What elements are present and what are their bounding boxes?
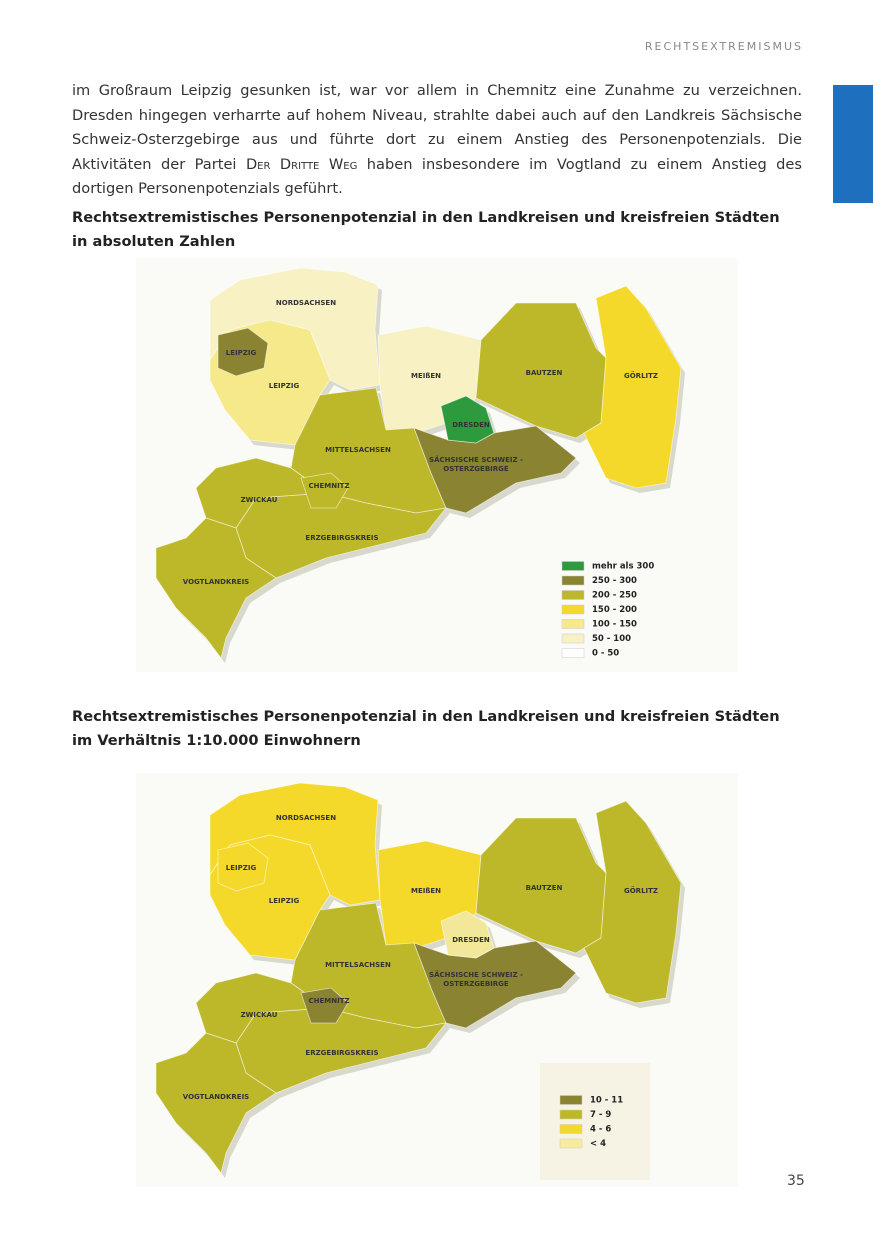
page-number: 35 xyxy=(787,1173,805,1189)
region-label: SÄCHSISCHE SCHWEIZ - xyxy=(429,455,523,464)
title-line: Rechtsextremistisches Personenpotenzial … xyxy=(72,708,780,725)
legend-swatch xyxy=(561,590,585,600)
map-title: Rechtsextremistisches Personenpotenzial … xyxy=(72,206,792,254)
legend-label: 100 - 150 xyxy=(592,620,637,630)
section-tab xyxy=(833,85,873,203)
region-label: SÄCHSISCHE SCHWEIZ - xyxy=(429,970,523,979)
region xyxy=(583,285,682,489)
legend-label: 250 - 300 xyxy=(592,576,637,586)
legend-swatch xyxy=(561,633,585,644)
legend-label: < 4 xyxy=(590,1139,606,1149)
region-label: LEIPZIG xyxy=(226,864,257,872)
region-label: ZWICKAU xyxy=(241,1011,278,1019)
region xyxy=(155,1032,277,1174)
legend-swatch xyxy=(559,1095,583,1105)
legend-label: 50 - 100 xyxy=(592,634,631,644)
section-header: RECHTSEXTREMISMUS xyxy=(644,40,803,53)
title-line: im Verhältnis 1:10.000 Einwohnern xyxy=(72,732,361,749)
region-label: MEIßEN xyxy=(411,887,441,895)
region xyxy=(217,842,269,892)
region-label: CHEMNITZ xyxy=(308,482,349,490)
text: haben insbesondere im Vogtland zu einem … xyxy=(72,155,803,198)
region-label: OSTERZGEBIRGE xyxy=(443,980,509,988)
region-label: DRESDEN xyxy=(452,936,490,944)
region xyxy=(155,517,277,659)
region-label: DRESDEN xyxy=(452,421,490,429)
legend-swatch xyxy=(561,575,585,586)
legend-swatch xyxy=(559,1124,583,1134)
region-label: NORDSACHSEN xyxy=(276,299,336,307)
legend-label: 4 - 6 xyxy=(590,1125,611,1135)
text: im Großraum Leipzig gesunken ist, war vo… xyxy=(72,82,802,173)
title-line: Rechtsextremistisches Personenpotenzial … xyxy=(72,209,780,226)
region-label: VOGTLANDKREIS xyxy=(183,1093,249,1101)
legend-swatch xyxy=(559,1138,583,1149)
region-label: ERZGEBIRGSKREIS xyxy=(305,534,378,542)
map: NORDSACHSEN LEIPZIG LEIPZIG MEIßEN BAUTZEN GÖ… xyxy=(136,258,738,672)
region-label: GÖRLITZ xyxy=(624,371,658,380)
legend-label: 0 - 50 xyxy=(592,649,619,659)
region-label: CHEMNITZ xyxy=(308,997,349,1005)
region-label: LEIPZIG xyxy=(269,897,300,905)
map: NORDSACHSEN LEIPZIG LEIPZIG MEIßEN BAUTZEN GÖ… xyxy=(136,773,738,1187)
region xyxy=(217,327,269,377)
legend-label: 150 - 200 xyxy=(592,605,637,615)
legend-swatch xyxy=(559,1109,583,1120)
legend-swatch xyxy=(561,604,585,615)
region-label: GÖRLITZ xyxy=(624,886,658,895)
region xyxy=(195,972,328,1044)
region-label: BAUTZEN xyxy=(526,369,563,377)
region xyxy=(583,800,682,1004)
legend-swatch xyxy=(561,561,585,571)
region-label: MITTELSACHSEN xyxy=(325,961,391,969)
legend-swatch xyxy=(561,619,585,629)
region-label: NORDSACHSEN xyxy=(276,814,336,822)
region-label: ZWICKAU xyxy=(241,496,278,504)
legend-label: 10 - 11 xyxy=(590,1096,623,1106)
region-label: MITTELSACHSEN xyxy=(325,446,391,454)
paragraph: im Großraum Leipzig gesunken ist, war vo… xyxy=(72,79,802,202)
legend-box xyxy=(540,1063,650,1180)
legend-label: 7 - 9 xyxy=(590,1110,611,1120)
region-label: BAUTZEN xyxy=(526,884,563,892)
region-label: OSTERZGEBIRGE xyxy=(443,465,509,473)
title-line: in absoluten Zahlen xyxy=(72,233,236,250)
region xyxy=(195,457,328,529)
party-name: Der Dritte Weg xyxy=(245,155,358,173)
region xyxy=(300,472,349,509)
region-label: ERZGEBIRGSKREIS xyxy=(305,1049,378,1057)
region xyxy=(300,987,349,1024)
region-label: LEIPZIG xyxy=(269,382,300,390)
region-label: VOGTLANDKREIS xyxy=(183,578,249,586)
region-label: MEIßEN xyxy=(411,372,441,380)
legend-label: mehr als 300 xyxy=(592,562,654,572)
map-title: Rechtsextremistisches Personenpotenzial … xyxy=(72,705,792,753)
region-label: LEIPZIG xyxy=(226,349,257,357)
legend-swatch xyxy=(561,648,585,658)
legend-label: 200 - 250 xyxy=(592,591,637,601)
region xyxy=(440,395,495,444)
region xyxy=(440,910,495,959)
